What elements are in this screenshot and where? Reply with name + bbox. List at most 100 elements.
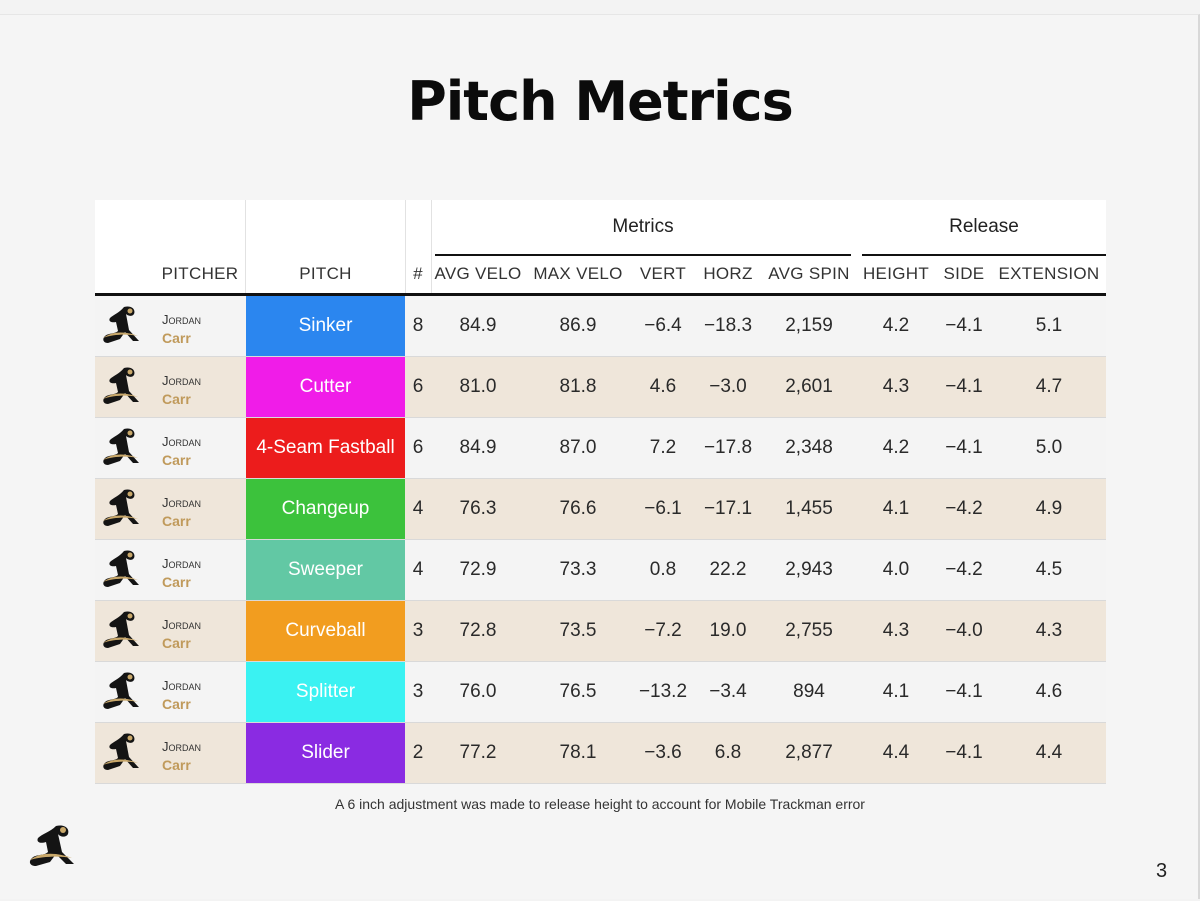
pitcher-last-name: Carr (162, 574, 191, 590)
cell-height: 4.4 (882, 742, 910, 763)
cell-extension: 4.7 (1035, 376, 1063, 397)
cell-vert: 0.8 (649, 559, 677, 580)
cell-avg-velo: 84.9 (459, 437, 497, 458)
cell-avg-velo: 72.8 (459, 620, 497, 641)
pitch-type-cell: Cutter (246, 357, 405, 417)
pitcher-name: Jordan Carr (162, 616, 242, 652)
cell-side: −4.1 (945, 315, 983, 336)
pitcher-last-name: Carr (162, 635, 191, 651)
pitch-type-cell: Curveball (246, 601, 405, 661)
column-header-count: # (413, 264, 423, 283)
pitcher-logo-icon (103, 550, 139, 587)
cell-height: 4.1 (882, 681, 910, 702)
pitcher-first-name: Jordan (162, 678, 202, 693)
cell-count: 8 (412, 315, 424, 336)
cell-max-velo: 86.9 (559, 315, 597, 336)
cell-avg-spin: 2,755 (785, 620, 833, 641)
cell-horz: −3.4 (709, 681, 747, 702)
pitcher-name: Jordan Carr (162, 677, 242, 713)
pitcher-logo-icon (103, 367, 139, 404)
cell-avg-spin: 894 (793, 681, 825, 702)
cell-side: −4.1 (945, 742, 983, 763)
cell-extension: 4.6 (1035, 681, 1063, 702)
header-separator (95, 293, 1106, 296)
table-row: Jordan Carr Slider 2 77.2 78.1 −3.6 6.8 … (95, 723, 1106, 784)
cell-extension: 5.1 (1035, 315, 1063, 336)
pitcher-logo-icon (103, 428, 139, 465)
cell-horz: 22.2 (709, 559, 747, 580)
group-underline-metrics (435, 254, 851, 256)
column-header-avg-velo: AVG VELO (434, 264, 522, 283)
cell-count: 2 (412, 742, 424, 763)
cell-avg-spin: 1,455 (785, 498, 833, 519)
cell-vert: 4.6 (649, 376, 677, 397)
cell-vert: −3.6 (644, 742, 682, 763)
cell-horz: −3.0 (709, 376, 747, 397)
pitcher-logo-icon (103, 489, 139, 526)
table-row: Jordan Carr Sinker 8 84.9 86.9 −6.4 −18.… (95, 296, 1106, 357)
column-header-vert: VERT (639, 264, 687, 283)
cell-count: 4 (412, 559, 424, 580)
cell-extension: 5.0 (1035, 437, 1063, 458)
cell-avg-velo: 76.0 (459, 681, 497, 702)
table-row: Jordan Carr 4-Seam Fastball 6 84.9 87.0 … (95, 418, 1106, 479)
cell-height: 4.0 (882, 559, 910, 580)
cell-vert: −6.4 (644, 315, 682, 336)
cell-max-velo: 73.3 (559, 559, 597, 580)
team-logo-icon (29, 825, 74, 866)
pitcher-first-name: Jordan (162, 739, 202, 754)
pitcher-last-name: Carr (162, 757, 191, 773)
group-header-release: Release (949, 216, 1019, 237)
table-header (95, 200, 1106, 294)
cell-vert: −13.2 (638, 681, 688, 702)
column-header-pitcher: PITCHER (161, 264, 239, 283)
pitcher-first-name: Jordan (162, 312, 202, 327)
pitcher-name: Jordan Carr (162, 433, 242, 469)
pitcher-name: Jordan Carr (162, 372, 242, 408)
cell-height: 4.2 (882, 437, 910, 458)
pitcher-name: Jordan Carr (162, 311, 242, 347)
cell-height: 4.2 (882, 315, 910, 336)
footnote: A 6 inch adjustment was made to release … (335, 796, 865, 812)
group-underline-release (862, 254, 1106, 256)
pitcher-name: Jordan Carr (162, 738, 242, 774)
cell-avg-spin: 2,601 (785, 376, 833, 397)
cell-avg-spin: 2,877 (785, 742, 833, 763)
pitcher-name: Jordan Carr (162, 555, 242, 591)
cell-vert: 7.2 (649, 437, 677, 458)
column-header-pitch: PITCH (299, 264, 352, 283)
pitcher-first-name: Jordan (162, 617, 202, 632)
pitch-type-cell: 4-Seam Fastball (246, 418, 405, 478)
cell-side: −4.2 (945, 559, 983, 580)
group-header-metrics: Metrics (612, 216, 674, 237)
pitcher-first-name: Jordan (162, 373, 202, 388)
page-title: Pitch Metrics (407, 70, 794, 133)
cell-avg-velo: 72.9 (459, 559, 497, 580)
column-header-horz: HORZ (703, 264, 753, 283)
pitcher-last-name: Carr (162, 513, 191, 529)
table-row: Jordan Carr Cutter 6 81.0 81.8 4.6 −3.0 … (95, 357, 1106, 418)
pitcher-logo-icon (103, 306, 139, 343)
pitch-type-cell: Splitter (246, 662, 405, 722)
cell-count: 3 (412, 681, 424, 702)
cell-count: 6 (412, 376, 424, 397)
cell-avg-spin: 2,348 (785, 437, 833, 458)
cell-avg-spin: 2,943 (785, 559, 833, 580)
cell-vert: −6.1 (644, 498, 682, 519)
cell-horz: −18.3 (703, 315, 753, 336)
cell-horz: −17.1 (703, 498, 753, 519)
pitcher-name: Jordan Carr (162, 494, 242, 530)
cell-count: 4 (412, 498, 424, 519)
pitch-type-cell: Slider (246, 723, 405, 783)
cell-side: −4.1 (945, 376, 983, 397)
cell-avg-velo: 81.0 (459, 376, 497, 397)
cell-avg-velo: 76.3 (459, 498, 497, 519)
column-divider (405, 200, 406, 296)
cell-side: −4.1 (945, 681, 983, 702)
pitcher-last-name: Carr (162, 696, 191, 712)
cell-extension: 4.5 (1035, 559, 1063, 580)
cell-count: 3 (412, 620, 424, 641)
pitcher-last-name: Carr (162, 330, 191, 346)
pitcher-first-name: Jordan (162, 434, 202, 449)
column-header-extension: EXTENSION (998, 264, 1100, 283)
